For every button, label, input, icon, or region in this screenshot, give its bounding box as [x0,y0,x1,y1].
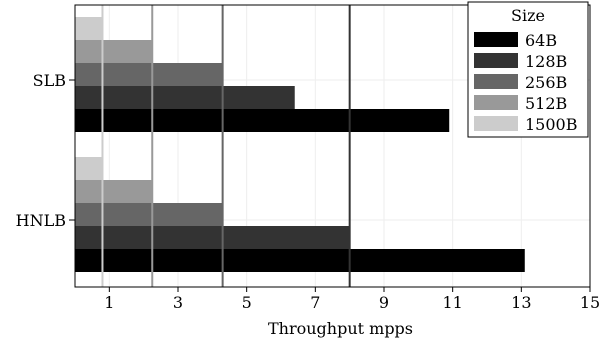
bar-slb-128b [75,86,295,109]
reference-lines [101,5,351,287]
x-tick-label: 3 [173,293,183,312]
legend-items: 64B 128B 256B 512B 1500B [474,31,577,134]
plot-frame [74,4,591,288]
bar-hnlb-128b [75,226,350,249]
bar-slb-256b [75,63,223,86]
legend-title: Size [511,6,545,25]
x-tick-label: 5 [242,293,252,312]
legend-swatch [474,53,518,68]
legend-label: 1500B [525,115,577,134]
bar-hnlb-512b [75,180,153,203]
x-tick-label: 11 [442,293,462,312]
legend-label: 64B [525,31,557,50]
legend-swatch [474,74,518,89]
y-axis: SLB HNLB [16,71,75,230]
legend-swatch [474,95,518,110]
bars [75,17,525,272]
bar-slb-64b [75,109,450,132]
x-axis: 1 3 5 7 9 11 13 15 [104,287,600,312]
legend-box [467,1,589,138]
legend-swatch [474,116,518,131]
x-tick-label: 9 [379,293,389,312]
y-tick-label: HNLB [16,211,66,230]
bar-slb-512b [75,40,153,63]
x-axis-label: Throughput mpps [268,319,413,338]
bar-hnlb-256b [75,203,223,226]
x-tick-label: 1 [104,293,114,312]
legend-swatch [474,32,518,47]
x-tick-label: 13 [511,293,531,312]
x-tick-label: 7 [310,293,320,312]
legend-label: 256B [525,73,567,92]
x-tick-label: 15 [580,293,600,312]
legend-label: 128B [525,52,567,71]
y-tick-label: SLB [33,71,66,90]
bar-hnlb-1500b [75,157,103,180]
bar-slb-1500b [75,17,103,40]
legend-label: 512B [525,94,567,113]
legend: Size 64B 128B 256B 512B 1500B [467,1,589,138]
bar-hnlb-64b [75,249,525,272]
